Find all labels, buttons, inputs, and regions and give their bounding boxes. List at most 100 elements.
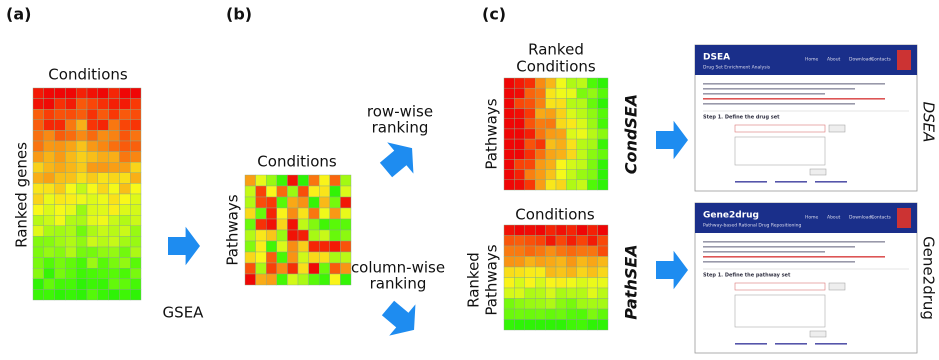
heatmap-cell — [504, 288, 514, 299]
heatmap-cell — [577, 299, 587, 310]
heatmap-cell — [577, 159, 587, 169]
heatmap-cell — [130, 141, 141, 152]
heatmap-cell — [535, 257, 545, 268]
heatmap-cell — [504, 309, 514, 320]
heatmap-cell — [98, 194, 109, 205]
nav-item: Home — [805, 57, 819, 63]
heatmap-cell — [577, 236, 587, 247]
heatmap-cell — [130, 183, 141, 194]
heatmap-cell — [256, 230, 267, 241]
heatmap-cell — [33, 289, 44, 300]
heatmap-cell — [525, 299, 535, 310]
heatmap-cell — [340, 241, 351, 252]
heatmap-cell — [87, 109, 98, 120]
heatmap-cell — [98, 258, 109, 269]
heatmap-cell — [587, 299, 597, 310]
heatmap-cell — [98, 236, 109, 247]
step-label: Step 1. Define the drug set — [703, 115, 780, 121]
heatmap-cell — [98, 130, 109, 141]
link-line — [735, 181, 767, 183]
heatmap-cell — [566, 78, 576, 88]
heatmap-cell — [330, 230, 341, 241]
heatmap-cell — [535, 246, 545, 257]
heatmap-cell — [266, 252, 277, 263]
heatmap-cell — [130, 130, 141, 141]
heatmap-cell — [340, 175, 351, 186]
heatmap-cell — [504, 129, 514, 139]
heatmap — [504, 225, 608, 330]
heatmap-cell — [504, 149, 514, 159]
heatmap-cell — [525, 309, 535, 320]
heatmap-cell — [87, 205, 98, 216]
heatmap-cell — [130, 258, 141, 269]
heatmap-cell — [556, 159, 566, 169]
heatmap-cell — [44, 205, 55, 216]
text-line — [703, 83, 885, 85]
heatmap-cell — [566, 225, 576, 236]
heatmap-cell — [87, 88, 98, 99]
panel-label: (c) — [482, 5, 506, 24]
heatmap-cell — [266, 208, 277, 219]
heatmap-cell — [33, 130, 44, 141]
heatmap-cell — [256, 274, 267, 285]
heatmap-cell — [556, 236, 566, 247]
heatmap-cell — [566, 267, 576, 278]
heatmap-cell — [287, 263, 298, 274]
heatmap-cell — [566, 180, 576, 190]
heatmap-cell — [44, 141, 55, 152]
heatmap — [504, 78, 608, 190]
heatmap-cell — [546, 129, 556, 139]
heatmap-cell — [55, 109, 66, 120]
heatmap-cell — [109, 162, 120, 173]
heatmap-cell — [525, 180, 535, 190]
heatmap-cell — [566, 320, 576, 331]
heatmap-cell — [33, 279, 44, 290]
heatmap-cell — [340, 263, 351, 274]
heatmap-cell — [277, 241, 288, 252]
heatmap-cell — [546, 288, 556, 299]
heatmap-cell — [566, 109, 576, 119]
button — [810, 331, 826, 337]
text-line — [703, 88, 855, 90]
heatmap-cell — [556, 267, 566, 278]
heatmap-cell — [33, 88, 44, 99]
heatmap-cell — [514, 159, 524, 169]
heatmap-cell — [287, 186, 298, 197]
heatmap-cell — [514, 267, 524, 278]
screenshot-subtitle: Drug Set Enrichment Analysis — [703, 65, 771, 71]
heatmap-cell — [298, 241, 309, 252]
arrow — [373, 133, 425, 186]
heatmap-cell — [109, 183, 120, 194]
heatmap-cell — [556, 149, 566, 159]
heatmap-cell — [587, 170, 597, 180]
heatmap-cell — [76, 152, 87, 163]
heatmap-cell — [556, 299, 566, 310]
heatmap-cell — [504, 299, 514, 310]
heatmap-cell — [566, 288, 576, 299]
heatmap-cell — [577, 109, 587, 119]
text-line — [703, 241, 885, 243]
heatmap-cell — [76, 268, 87, 279]
heatmap-cell — [598, 246, 608, 257]
heatmap-cell — [514, 78, 524, 88]
nav-item: Home — [805, 215, 819, 221]
heatmap-cell — [340, 219, 351, 230]
heatmap-cell — [504, 278, 514, 289]
heatmap-cell — [566, 246, 576, 257]
heatmap-cell — [109, 205, 120, 216]
heatmap-cell — [87, 162, 98, 173]
heatmap-cell — [525, 257, 535, 268]
heatmap-cell — [44, 152, 55, 163]
heatmap-cell — [514, 320, 524, 331]
heatmap-cell — [76, 141, 87, 152]
heatmap-cell — [514, 180, 524, 190]
heatmap-cell — [277, 197, 288, 208]
heatmap-cell — [298, 175, 309, 186]
heatmap-cell — [65, 120, 76, 131]
heatmap-cell — [109, 130, 120, 141]
heatmap-cell — [598, 139, 608, 149]
heatmap-cell — [587, 139, 597, 149]
heatmap-cell — [556, 225, 566, 236]
heatmap-cell — [587, 129, 597, 139]
heatmap-cell — [130, 289, 141, 300]
